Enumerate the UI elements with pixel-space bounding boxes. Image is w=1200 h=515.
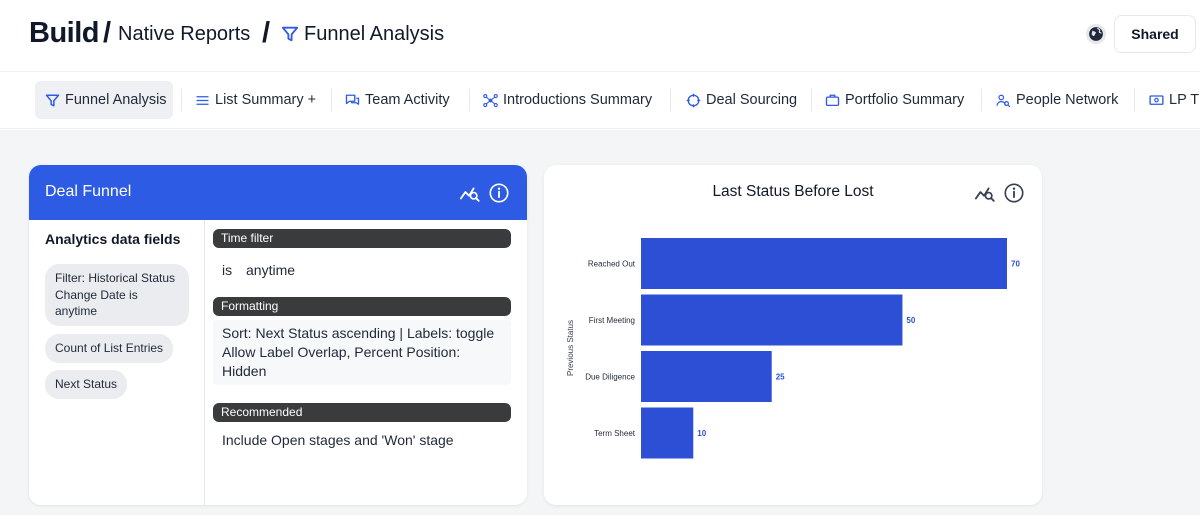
tab-divider bbox=[811, 89, 812, 111]
globe-icon[interactable] bbox=[1085, 23, 1107, 45]
recommended-text: Include Open stages and 'Won' stage bbox=[222, 432, 454, 448]
tab-label: LP T bbox=[1169, 92, 1200, 108]
people-icon bbox=[996, 94, 1011, 107]
tab-portfolio-summary[interactable]: Portfolio Summary bbox=[825, 81, 964, 119]
dashboard-area: Deal Funnel Analytics data fields Filter… bbox=[0, 130, 1200, 515]
page-title: Funnel Analysis bbox=[304, 23, 445, 45]
filter-icon bbox=[281, 26, 299, 42]
report-settings-panel: Time filter is anytime Formatting Sort: … bbox=[213, 220, 511, 505]
chart-search-icon[interactable] bbox=[459, 182, 481, 204]
tab-divider bbox=[331, 89, 332, 111]
deal-funnel-card: Deal Funnel Analytics data fields Filter… bbox=[29, 165, 527, 505]
shared-button[interactable]: Shared bbox=[1114, 15, 1196, 53]
breadcrumb-separator: / bbox=[103, 17, 112, 49]
bar-value-label: 70 bbox=[1011, 260, 1020, 269]
time-filter-row: is anytime bbox=[222, 262, 305, 278]
tab-divider bbox=[670, 89, 671, 111]
formatting-text: Sort: Next Status ascending | Labels: to… bbox=[213, 320, 511, 385]
formatting-header: Formatting bbox=[213, 297, 511, 316]
info-icon[interactable] bbox=[1003, 182, 1025, 204]
tab-list-summary[interactable]: List Summary + bbox=[195, 81, 316, 119]
card-title: Deal Funnel bbox=[45, 183, 132, 200]
breadcrumb-separator: / bbox=[262, 17, 271, 49]
report-tabs: Funnel Analysis List Summary + Team Acti… bbox=[0, 71, 1200, 129]
list-icon bbox=[196, 95, 209, 105]
tab-label: Team Activity bbox=[365, 92, 450, 108]
tab-divider bbox=[181, 89, 182, 111]
tab-label: Deal Sourcing bbox=[706, 92, 798, 108]
tab-introductions-summary[interactable]: Introductions Summary bbox=[483, 81, 652, 119]
bar[interactable] bbox=[641, 407, 694, 459]
fields-title: Analytics data fields bbox=[45, 231, 181, 247]
tab-label: Introductions Summary bbox=[503, 92, 653, 108]
time-filter-value: anytime bbox=[246, 262, 296, 278]
category-tick-label: Due Diligence bbox=[585, 373, 635, 382]
tab-deal-sourcing[interactable]: Deal Sourcing bbox=[686, 81, 797, 119]
category-tick-label: Term Sheet bbox=[594, 429, 636, 438]
money-icon bbox=[1149, 94, 1164, 105]
crosshair-icon bbox=[686, 93, 701, 107]
page-header: Build / Native Reports / Funnel Analysis… bbox=[0, 0, 1200, 70]
bar-value-label: 25 bbox=[776, 373, 785, 382]
breadcrumb-native-reports[interactable]: Native Reports bbox=[118, 23, 251, 45]
chat-icon bbox=[345, 94, 360, 105]
tab-people-network[interactable]: People Network bbox=[996, 81, 1118, 119]
field-pill-filter[interactable]: Filter: Historical Status Change Date is… bbox=[45, 264, 189, 326]
analytics-fields-panel: Analytics data fields Filter: Historical… bbox=[29, 220, 205, 505]
time-filter-header: Time filter bbox=[213, 229, 511, 248]
bar[interactable] bbox=[641, 294, 903, 346]
field-pill-next-status[interactable]: Next Status bbox=[45, 370, 128, 399]
lost-status-bar-chart: Previous Status Reached Out 70 First Meetin… bbox=[566, 238, 1020, 459]
time-filter-operator: is bbox=[222, 262, 233, 278]
bar-value-label: 10 bbox=[697, 429, 706, 438]
tab-divider bbox=[469, 89, 470, 111]
network-icon bbox=[483, 93, 498, 107]
info-icon[interactable] bbox=[488, 182, 510, 204]
card-header: Deal Funnel bbox=[29, 165, 527, 220]
tab-lp[interactable]: LP T bbox=[1149, 81, 1199, 119]
tab-divider bbox=[1134, 89, 1135, 111]
lost-status-card: Last Status Before Lost Previous Status R… bbox=[544, 165, 1042, 505]
filter-icon bbox=[45, 94, 60, 106]
tab-funnel-analysis[interactable]: Funnel Analysis bbox=[35, 81, 173, 119]
briefcase-icon bbox=[825, 94, 840, 106]
breadcrumb-root[interactable]: Build bbox=[29, 17, 100, 49]
category-tick-label: First Meeting bbox=[589, 316, 635, 325]
recommended-header: Recommended bbox=[213, 403, 511, 422]
bar[interactable] bbox=[641, 351, 772, 402]
tab-label: List Summary + bbox=[215, 92, 317, 108]
chart-title: Last Status Before Lost bbox=[712, 183, 874, 200]
category-tick-label: Reached Out bbox=[588, 260, 636, 269]
bar[interactable] bbox=[641, 238, 1007, 289]
tab-divider bbox=[981, 89, 982, 111]
field-pill-count[interactable]: Count of List Entries bbox=[45, 334, 174, 363]
tab-label: People Network bbox=[1016, 92, 1119, 108]
tab-label: Portfolio Summary bbox=[845, 92, 965, 108]
y-axis-label: Previous Status bbox=[566, 320, 575, 376]
chart-search-icon[interactable] bbox=[974, 182, 996, 204]
tab-team-activity[interactable]: Team Activity bbox=[345, 81, 450, 119]
tab-label: Funnel Analysis bbox=[65, 92, 167, 108]
bar-value-label: 50 bbox=[906, 316, 915, 325]
